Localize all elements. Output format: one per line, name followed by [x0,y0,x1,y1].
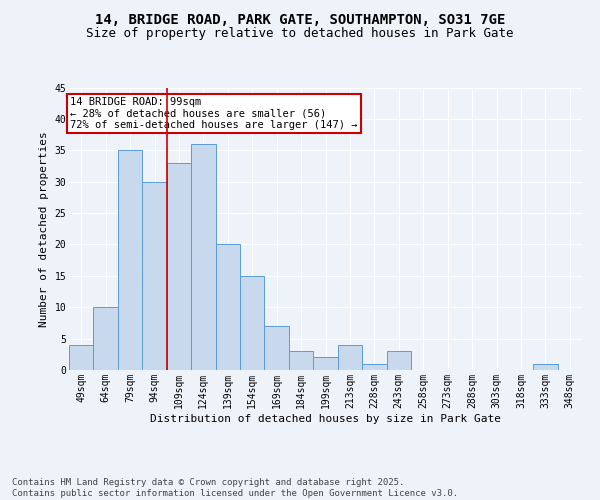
Bar [362,364,386,370]
Bar [240,276,265,370]
Text: Contains HM Land Registry data © Crown copyright and database right 2025.
Contai: Contains HM Land Registry data © Crown c… [12,478,458,498]
Bar [289,351,313,370]
Text: 14 BRIDGE ROAD: 99sqm
← 28% of detached houses are smaller (56)
72% of semi-deta: 14 BRIDGE ROAD: 99sqm ← 28% of detached … [70,97,358,130]
Bar [142,182,167,370]
Bar [313,358,338,370]
X-axis label: Distribution of detached houses by size in Park Gate: Distribution of detached houses by size … [150,414,501,424]
Bar [533,364,557,370]
Text: 14, BRIDGE ROAD, PARK GATE, SOUTHAMPTON, SO31 7GE: 14, BRIDGE ROAD, PARK GATE, SOUTHAMPTON,… [95,12,505,26]
Text: Size of property relative to detached houses in Park Gate: Size of property relative to detached ho… [86,28,514,40]
Bar [167,163,191,370]
Bar [191,144,215,370]
Y-axis label: Number of detached properties: Number of detached properties [39,131,49,326]
Bar [386,351,411,370]
Bar [118,150,142,370]
Bar [215,244,240,370]
Bar [338,345,362,370]
Bar [265,326,289,370]
Bar [94,307,118,370]
Bar [69,345,94,370]
